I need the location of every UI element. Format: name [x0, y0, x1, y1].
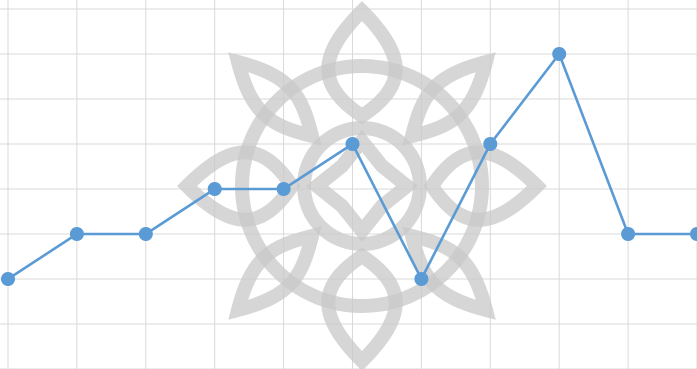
data-point: [414, 272, 429, 286]
data-point: [69, 227, 84, 241]
watermark-ornament: [177, 1, 547, 369]
data-point: [483, 137, 498, 151]
data-point: [552, 47, 567, 61]
data-point: [1, 272, 15, 286]
data-point: [207, 182, 222, 196]
data-point: [138, 227, 153, 241]
data-point: [345, 137, 360, 151]
data-point: [690, 227, 697, 241]
data-point: [276, 182, 291, 196]
data-point: [621, 227, 636, 241]
series-layer: [1, 47, 697, 286]
